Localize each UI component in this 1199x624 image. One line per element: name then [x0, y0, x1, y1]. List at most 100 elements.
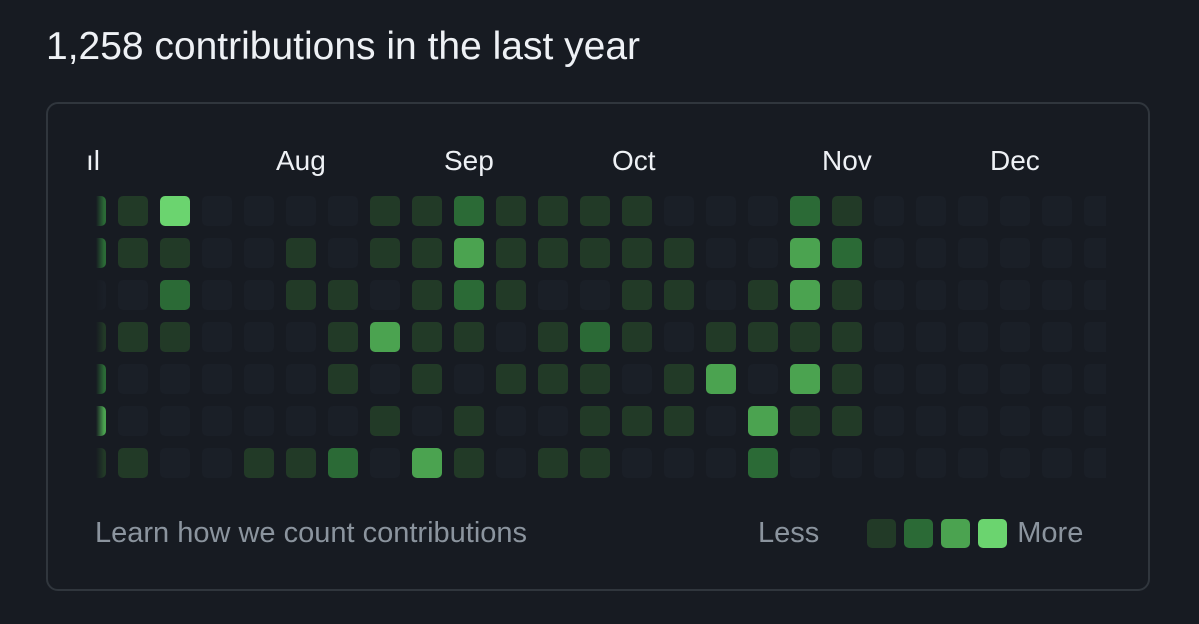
contribution-day-cell[interactable] — [454, 238, 484, 268]
contribution-day-cell[interactable] — [454, 196, 484, 226]
contribution-day-cell[interactable] — [412, 406, 442, 436]
contribution-day-cell[interactable] — [202, 364, 232, 394]
contribution-day-cell[interactable] — [748, 448, 778, 478]
contribution-day-cell[interactable] — [1042, 238, 1072, 268]
contribution-day-cell[interactable] — [454, 322, 484, 352]
contribution-day-cell[interactable] — [328, 238, 358, 268]
contribution-day-cell[interactable] — [1084, 406, 1106, 436]
contribution-day-cell[interactable] — [370, 196, 400, 226]
contribution-day-cell[interactable] — [622, 280, 652, 310]
contribution-day-cell[interactable] — [790, 406, 820, 436]
contribution-day-cell[interactable] — [748, 238, 778, 268]
contribution-day-cell[interactable] — [96, 196, 106, 226]
contribution-day-cell[interactable] — [160, 406, 190, 436]
contribution-day-cell[interactable] — [1000, 322, 1030, 352]
contribution-day-cell[interactable] — [244, 238, 274, 268]
contribution-day-cell[interactable] — [496, 322, 526, 352]
contribution-day-cell[interactable] — [1000, 406, 1030, 436]
contribution-day-cell[interactable] — [748, 406, 778, 436]
contribution-day-cell[interactable] — [580, 406, 610, 436]
contribution-day-cell[interactable] — [118, 280, 148, 310]
contribution-day-cell[interactable] — [916, 196, 946, 226]
contribution-day-cell[interactable] — [790, 448, 820, 478]
contribution-day-cell[interactable] — [664, 238, 694, 268]
contribution-day-cell[interactable] — [958, 196, 988, 226]
contribution-day-cell[interactable] — [790, 196, 820, 226]
contribution-day-cell[interactable] — [1042, 448, 1072, 478]
contribution-day-cell[interactable] — [832, 448, 862, 478]
contribution-day-cell[interactable] — [790, 364, 820, 394]
contribution-day-cell[interactable] — [1042, 364, 1072, 394]
contribution-day-cell[interactable] — [706, 448, 736, 478]
contribution-day-cell[interactable] — [96, 364, 106, 394]
contribution-day-cell[interactable] — [328, 322, 358, 352]
contribution-day-cell[interactable] — [454, 280, 484, 310]
contribution-day-cell[interactable] — [244, 406, 274, 436]
contribution-day-cell[interactable] — [496, 364, 526, 394]
contribution-day-cell[interactable] — [790, 280, 820, 310]
contribution-day-cell[interactable] — [328, 364, 358, 394]
contribution-day-cell[interactable] — [706, 364, 736, 394]
contribution-day-cell[interactable] — [328, 406, 358, 436]
contribution-day-cell[interactable] — [580, 238, 610, 268]
contribution-day-cell[interactable] — [244, 322, 274, 352]
contribution-day-cell[interactable] — [244, 196, 274, 226]
contribution-day-cell[interactable] — [412, 280, 442, 310]
contribution-day-cell[interactable] — [622, 196, 652, 226]
contribution-day-cell[interactable] — [832, 322, 862, 352]
contribution-day-cell[interactable] — [874, 448, 904, 478]
contribution-day-cell[interactable] — [874, 406, 904, 436]
contribution-day-cell[interactable] — [958, 448, 988, 478]
contribution-day-cell[interactable] — [118, 196, 148, 226]
contribution-day-cell[interactable] — [916, 238, 946, 268]
contribution-day-cell[interactable] — [622, 238, 652, 268]
contribution-day-cell[interactable] — [1084, 196, 1106, 226]
contribution-day-cell[interactable] — [916, 448, 946, 478]
contribution-day-cell[interactable] — [454, 406, 484, 436]
contribution-day-cell[interactable] — [160, 322, 190, 352]
contribution-day-cell[interactable] — [916, 364, 946, 394]
contribution-day-cell[interactable] — [538, 280, 568, 310]
contribution-day-cell[interactable] — [958, 280, 988, 310]
contribution-day-cell[interactable] — [370, 406, 400, 436]
contribution-day-cell[interactable] — [412, 322, 442, 352]
contribution-day-cell[interactable] — [244, 280, 274, 310]
contribution-day-cell[interactable] — [96, 406, 106, 436]
contribution-day-cell[interactable] — [118, 238, 148, 268]
contribution-day-cell[interactable] — [286, 280, 316, 310]
contribution-day-cell[interactable] — [1042, 322, 1072, 352]
contribution-day-cell[interactable] — [874, 322, 904, 352]
contribution-day-cell[interactable] — [454, 448, 484, 478]
contribution-day-cell[interactable] — [96, 322, 106, 352]
contribution-day-cell[interactable] — [622, 364, 652, 394]
contribution-day-cell[interactable] — [286, 322, 316, 352]
contribution-day-cell[interactable] — [328, 280, 358, 310]
contribution-day-cell[interactable] — [664, 448, 694, 478]
contribution-day-cell[interactable] — [916, 280, 946, 310]
contribution-day-cell[interactable] — [538, 322, 568, 352]
contribution-day-cell[interactable] — [664, 364, 694, 394]
contribution-day-cell[interactable] — [118, 406, 148, 436]
contribution-day-cell[interactable] — [538, 406, 568, 436]
contribution-day-cell[interactable] — [496, 280, 526, 310]
contribution-day-cell[interactable] — [832, 238, 862, 268]
contribution-day-cell[interactable] — [1000, 196, 1030, 226]
contribution-day-cell[interactable] — [622, 322, 652, 352]
contribution-day-cell[interactable] — [1084, 364, 1106, 394]
contribution-day-cell[interactable] — [370, 280, 400, 310]
contribution-day-cell[interactable] — [580, 364, 610, 394]
contribution-day-cell[interactable] — [1084, 448, 1106, 478]
contribution-day-cell[interactable] — [496, 448, 526, 478]
contribution-day-cell[interactable] — [538, 364, 568, 394]
contribution-day-cell[interactable] — [580, 322, 610, 352]
contribution-day-cell[interactable] — [832, 280, 862, 310]
contribution-day-cell[interactable] — [916, 322, 946, 352]
contribution-day-cell[interactable] — [580, 196, 610, 226]
contribution-day-cell[interactable] — [664, 280, 694, 310]
contribution-day-cell[interactable] — [748, 196, 778, 226]
contribution-day-cell[interactable] — [202, 196, 232, 226]
contribution-day-cell[interactable] — [244, 448, 274, 478]
contribution-day-cell[interactable] — [244, 364, 274, 394]
contribution-day-cell[interactable] — [958, 364, 988, 394]
contribution-day-cell[interactable] — [706, 238, 736, 268]
